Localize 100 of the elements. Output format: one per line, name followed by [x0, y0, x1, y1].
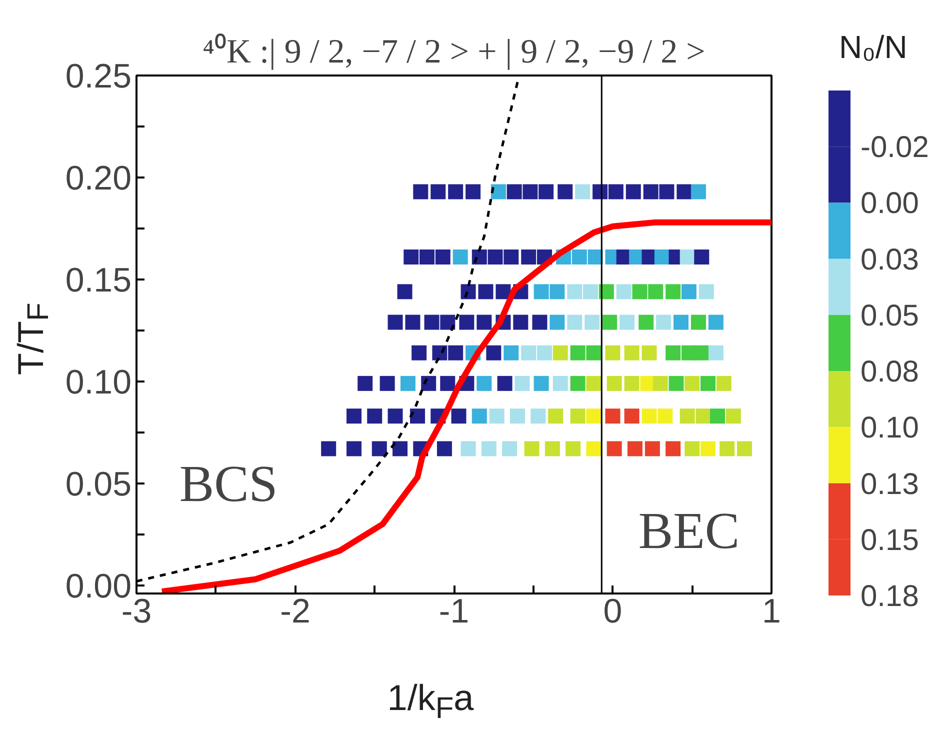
point: [388, 408, 403, 424]
point: [674, 314, 689, 330]
point: [698, 284, 714, 300]
point: [642, 408, 657, 424]
point: [616, 284, 632, 300]
y-tick-label: 0.10: [65, 363, 132, 402]
color-bar-label: 0.10: [860, 412, 919, 445]
point: [346, 408, 362, 424]
point: [410, 408, 425, 424]
point: [552, 376, 568, 391]
point: [624, 408, 640, 424]
point: [666, 441, 681, 456]
point: [488, 250, 503, 265]
annotation: BCS: [179, 456, 278, 514]
point: [502, 441, 518, 456]
point: [521, 250, 536, 265]
point: [694, 345, 710, 360]
point: [620, 314, 635, 330]
color-bar-label: 0.18: [860, 580, 919, 613]
point: [521, 345, 536, 360]
point: [451, 408, 466, 424]
point: [460, 284, 476, 300]
point: [586, 345, 602, 360]
point: [532, 314, 548, 330]
point: [680, 250, 695, 265]
point: [530, 408, 546, 424]
point: [478, 284, 494, 300]
point: [452, 250, 468, 265]
color-bar-title: N₀/N: [839, 28, 908, 67]
y-tick-label: 0.20: [65, 159, 132, 198]
x-tick-label: -2: [280, 592, 310, 630]
y-tick-label: 0.25: [65, 58, 132, 96]
point: [708, 314, 724, 330]
point: [626, 184, 641, 200]
point: [586, 408, 602, 424]
x-axis-title: 1/k$_{F}$a: [386, 676, 475, 728]
point: [681, 284, 696, 300]
point: [575, 184, 590, 200]
point: [694, 250, 710, 265]
point: [550, 284, 565, 300]
point: [490, 184, 506, 200]
point: [476, 376, 492, 391]
point: [656, 314, 672, 330]
point: [558, 184, 573, 200]
point: [506, 184, 522, 200]
point: [404, 250, 419, 265]
point: [708, 345, 724, 360]
point: [690, 184, 706, 200]
point: [476, 314, 492, 330]
point: [592, 184, 608, 200]
x-tick-label: 1: [762, 592, 781, 630]
y-tick-label: 0.15: [65, 261, 132, 300]
point: [420, 250, 435, 265]
point: [522, 184, 538, 200]
color-bar-label: 0.03: [860, 243, 919, 276]
point: [572, 250, 587, 265]
color-bar-label: 0.08: [860, 356, 919, 389]
point: [584, 314, 600, 330]
color-bar-label: 0.00: [860, 187, 919, 220]
point: [472, 250, 487, 265]
point: [676, 184, 692, 200]
point: [424, 314, 440, 330]
point: [608, 184, 624, 200]
point: [489, 408, 504, 424]
point: [570, 345, 586, 360]
point: [435, 250, 450, 265]
point: [538, 184, 554, 200]
point: [405, 314, 420, 330]
point: [666, 345, 681, 360]
chart-title: ⁴⁰K :| 9 / 2, −7 / 2 > + | 9 / 2, −9 / 2 >: [202, 34, 706, 70]
point: [413, 184, 428, 200]
point: [567, 314, 582, 330]
annotation: BEC: [638, 502, 740, 560]
x-tick-label: 0: [603, 592, 622, 630]
point: [440, 314, 456, 330]
point: [550, 314, 565, 330]
point: [513, 314, 528, 330]
point: [588, 250, 603, 265]
point: [466, 184, 481, 200]
point: [606, 441, 622, 456]
point: [397, 284, 412, 300]
point: [605, 408, 620, 424]
point: [583, 284, 598, 300]
point: [510, 408, 525, 424]
point: [400, 376, 416, 391]
point: [659, 184, 674, 200]
color-bar-label: -0.02: [860, 131, 929, 164]
point: [504, 250, 519, 265]
x-tick-label: -1: [438, 592, 470, 630]
point: [627, 441, 642, 456]
point: [430, 184, 446, 200]
point: [643, 184, 658, 200]
color-bar-label: 0.13: [860, 468, 919, 501]
point: [700, 441, 716, 456]
point: [459, 314, 474, 330]
point: [481, 441, 496, 456]
point: [448, 184, 464, 200]
point: [514, 376, 530, 391]
point: [644, 441, 660, 456]
point: [504, 345, 519, 360]
